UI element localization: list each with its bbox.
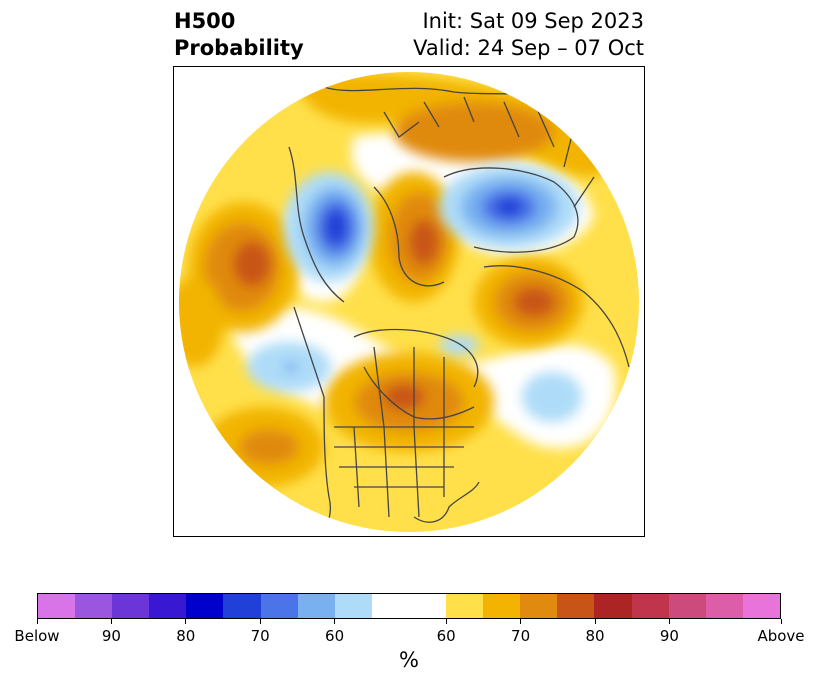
colorbar-tick-label: 90 (659, 627, 679, 645)
map-canvas (174, 67, 644, 536)
colorbar-segment (668, 594, 706, 618)
colorbar-segment (483, 594, 521, 618)
colorbar-segment (557, 594, 595, 618)
valid-date: Valid: 24 Sep – 07 Oct (413, 36, 644, 60)
colorbar-segment (75, 594, 113, 618)
colorbar-tick (36, 619, 38, 624)
colorbar-tick-label: 70 (250, 627, 270, 645)
probability-map (173, 66, 645, 537)
colorbar-segment (112, 594, 150, 618)
colorbar-tick-label: Above (757, 627, 805, 645)
colorbar-tick-label: 60 (436, 627, 456, 645)
colorbar-units: % (399, 648, 419, 672)
colorbar-segment (334, 594, 372, 618)
colorbar-segment (260, 594, 298, 618)
colorbar-segment (520, 594, 558, 618)
colorbar-tick (334, 619, 336, 624)
colorbar-segment (446, 594, 484, 618)
colorbar-segment (742, 594, 780, 618)
probability-field (179, 72, 639, 532)
product-label: Probability (174, 36, 304, 60)
colorbar-segment (705, 594, 743, 618)
coastline-layer (288, 86, 630, 532)
colorbar-tick (259, 619, 261, 624)
colorbar-tick-label: 70 (511, 627, 531, 645)
colorbar-tick-label: Below (14, 627, 60, 645)
colorbar-segment (38, 594, 76, 618)
colorbar-segment (631, 594, 669, 618)
colorbar-segment (149, 594, 187, 618)
forecast-dates: Init: Sat 09 Sep 2023 Valid: 24 Sep – 07… (413, 8, 644, 62)
colorbar-tick (594, 619, 596, 624)
colorbar-tick (668, 619, 670, 624)
colorbar-tick-label: 90 (101, 627, 121, 645)
colorbar-tick (445, 619, 447, 624)
variable-label: H500 (174, 9, 236, 33)
colorbar-segment (371, 594, 447, 618)
init-date: Init: Sat 09 Sep 2023 (422, 9, 644, 33)
colorbar-tick (520, 619, 522, 624)
colorbar-segment (186, 594, 224, 618)
colorbar-segment (594, 594, 632, 618)
chart-title: H500 Probability (174, 8, 304, 62)
colorbar-segment (297, 594, 335, 618)
colorbar (37, 593, 781, 619)
colorbar-tick (780, 619, 782, 624)
colorbar-tick (185, 619, 187, 624)
colorbar-tick-label: 80 (585, 627, 605, 645)
colorbar-tick-label: 60 (325, 627, 345, 645)
colorbar-tick (110, 619, 112, 624)
colorbar-segment (223, 594, 261, 618)
colorbar-tick-label: 80 (176, 627, 196, 645)
